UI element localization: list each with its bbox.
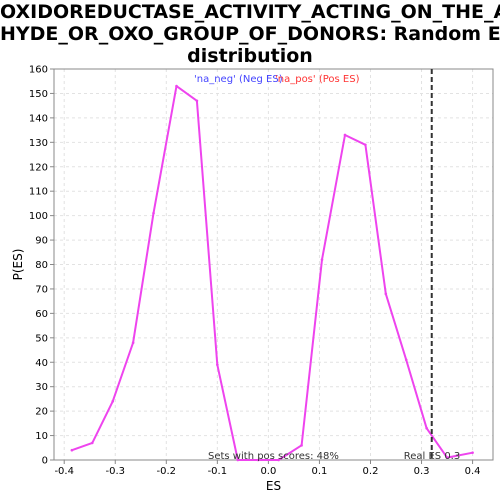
x-tick-label: 0.0 bbox=[260, 466, 276, 477]
y-tick-label: 40 bbox=[35, 358, 48, 369]
series-point bbox=[90, 441, 94, 445]
y-tick-label: 130 bbox=[29, 138, 48, 149]
x-tick-label: -0.2 bbox=[157, 466, 177, 477]
pos-scores-annotation: Sets with pos scores: 48% bbox=[208, 451, 339, 462]
series-point bbox=[425, 426, 428, 430]
x-axis-label: ES bbox=[266, 479, 281, 493]
series-point bbox=[384, 292, 388, 296]
y-tick-label: 150 bbox=[29, 89, 48, 100]
series-point bbox=[70, 448, 74, 452]
chart-title-line-3: distribution bbox=[187, 45, 313, 67]
series-point bbox=[343, 133, 347, 137]
y-tick-label: 100 bbox=[29, 211, 48, 222]
series-layer bbox=[70, 84, 474, 462]
chart-title-line-1: OXIDOREDUCTASE_ACTIVITY_ACTING_ON_THE_AL… bbox=[0, 1, 500, 23]
series-point bbox=[364, 143, 367, 147]
series-point bbox=[111, 400, 115, 403]
series-point bbox=[131, 341, 135, 345]
y-tick-label: 10 bbox=[35, 431, 48, 442]
y-tick-label: 0 bbox=[42, 456, 48, 467]
axis-ticks: 0 10 20 30 40 50 60 70 80 90 100 110 120 130 140 150 160… bbox=[29, 65, 481, 478]
y-tick-label: 30 bbox=[35, 382, 48, 393]
series-point bbox=[256, 458, 260, 462]
chart-title-line-2: HYDE_OR_OXO_GROUP_OF_DONORS: Random ES bbox=[0, 23, 500, 45]
y-tick-label: 80 bbox=[35, 260, 48, 271]
x-tick-label: -0.3 bbox=[105, 466, 125, 477]
x-tick-label: 0.3 bbox=[414, 466, 430, 477]
series-point bbox=[445, 456, 449, 459]
series-point bbox=[216, 363, 219, 366]
x-tick-label: -0.4 bbox=[54, 466, 74, 477]
series-point bbox=[300, 444, 303, 447]
series-line bbox=[71, 85, 473, 461]
series-point bbox=[277, 458, 280, 462]
grid-lines bbox=[54, 68, 493, 461]
y-axis-label: P(ES) bbox=[11, 249, 25, 281]
y-tick-label: 140 bbox=[29, 113, 48, 124]
y-tick-label: 50 bbox=[35, 333, 48, 344]
series-point bbox=[152, 211, 155, 215]
legend-entry-pos: 'na_pos' (Pos ES) bbox=[275, 74, 360, 85]
x-tick-label: 0.4 bbox=[465, 466, 481, 477]
series-point bbox=[195, 99, 199, 103]
legend-entry-neg: 'na_neg' (Neg ES) bbox=[194, 74, 283, 85]
y-tick-label: 120 bbox=[29, 162, 48, 173]
y-tick-label: 70 bbox=[35, 284, 48, 295]
x-tick-label: 0.2 bbox=[363, 466, 379, 477]
series-point bbox=[320, 258, 324, 261]
series-point bbox=[404, 358, 408, 362]
y-tick-label: 160 bbox=[29, 65, 48, 76]
y-tick-label: 60 bbox=[35, 309, 48, 320]
y-tick-label: 20 bbox=[35, 407, 48, 418]
x-tick-label: 0.1 bbox=[311, 466, 327, 477]
series-point bbox=[236, 458, 240, 462]
y-tick-label: 110 bbox=[29, 187, 48, 198]
real-es-label: Real ES 0.3 bbox=[404, 451, 460, 462]
x-tick-label: -0.1 bbox=[208, 466, 228, 477]
series-point bbox=[471, 451, 474, 454]
series-point bbox=[175, 84, 178, 88]
chart-title: OXIDOREDUCTASE_ACTIVITY_ACTING_ON_THE_AL… bbox=[0, 1, 500, 67]
y-tick-label: 90 bbox=[35, 236, 48, 247]
